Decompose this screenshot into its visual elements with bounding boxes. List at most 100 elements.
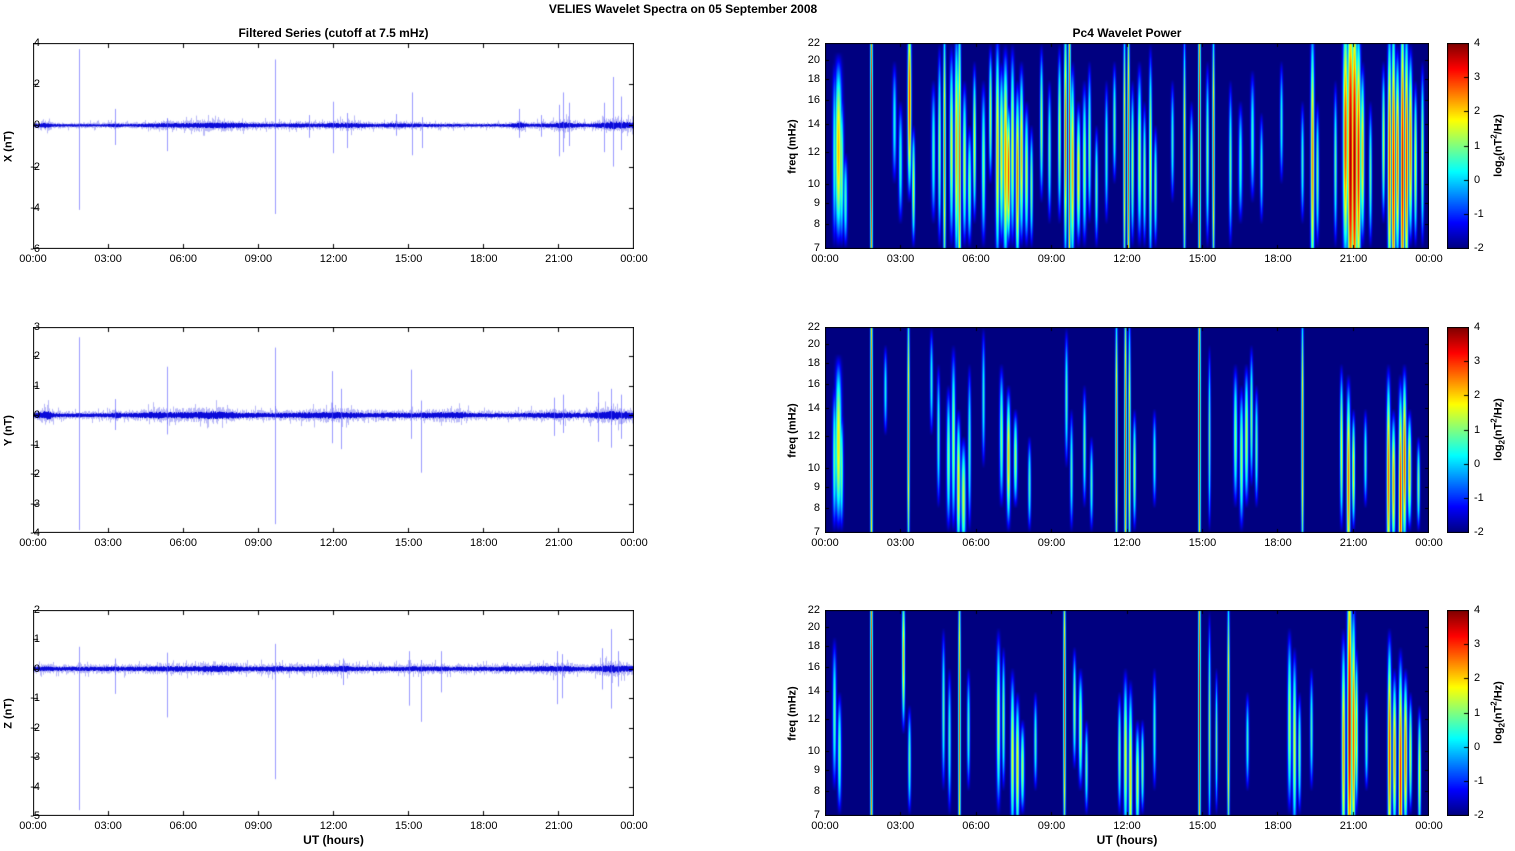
x-tick-label: 12:00 <box>1113 537 1141 549</box>
spectrogram-y-plot <box>825 327 1429 533</box>
x-tick-label: 00:00 <box>1415 820 1443 832</box>
freq-tick-label: 16 <box>807 378 820 390</box>
colorbar-tick-label: 3 <box>1474 355 1481 368</box>
colorbar-label-1: log2(nT2/Hz) <box>1489 114 1507 177</box>
colorbar-tick-label: 0 <box>1474 457 1481 470</box>
colorbar-tick-label: 2 <box>1474 105 1481 118</box>
freq-tick-label: 9 <box>813 481 820 493</box>
x-tick-label: 03:00 <box>94 253 122 265</box>
x-tick-label: 12:00 <box>319 537 348 549</box>
colorbar-tick-label: -1 <box>1474 774 1484 787</box>
freq-tick-label: 16 <box>807 661 820 673</box>
freq-tick-label: 7 <box>813 242 820 254</box>
x-tick-label: 21:00 <box>545 820 573 832</box>
x-tick-label: 18:00 <box>469 253 498 265</box>
colorbar-label-3: log2(nT2/Hz) <box>1489 681 1507 744</box>
x-tick-label: 12:00 <box>319 820 348 832</box>
x-tick-label: 03:00 <box>886 820 915 832</box>
freq-tick-label: 22 <box>807 321 820 333</box>
colorbar-tick-label: 0 <box>1474 740 1481 753</box>
x-tick-label: 12:00 <box>1113 820 1141 832</box>
y-tick-label: -4 <box>30 780 40 793</box>
colorbar-tick-label: 2 <box>1474 672 1481 685</box>
x-tick-label: 09:00 <box>244 253 273 265</box>
x-tick-label: 00:00 <box>620 820 648 832</box>
ylabel-x-nt: X (nT) <box>2 130 15 163</box>
y-tick-label: -5 <box>30 810 40 822</box>
colorbar-tick-label: 1 <box>1474 706 1481 719</box>
x-tick-label: 03:00 <box>886 537 915 549</box>
x-tick-label: 18:00 <box>469 820 498 832</box>
colorbar-tick-label: -2 <box>1474 526 1484 538</box>
freq-tick-label: 20 <box>807 621 820 634</box>
freq-tick-label: 14 <box>807 401 820 414</box>
colorbar-tick-label: -1 <box>1474 207 1484 220</box>
colorbar-tick-label: -2 <box>1474 242 1484 254</box>
x-tick-label: 21:00 <box>1339 253 1368 265</box>
y-tick-label: 0 <box>33 409 40 422</box>
y-tick-label: -3 <box>30 497 40 510</box>
y-tick-label: -6 <box>30 243 40 255</box>
y-tick-label: 4 <box>33 37 40 49</box>
freq-tick-label: 9 <box>813 197 820 209</box>
y-tick-label: 0 <box>33 119 40 132</box>
x-tick-label: 00:00 <box>811 537 839 549</box>
colorbar-x <box>1447 43 1469 249</box>
freq-tick-label: 22 <box>807 604 820 616</box>
freq-tick-label: 7 <box>813 526 820 538</box>
colorbar-tick-label: 3 <box>1474 71 1481 84</box>
x-tick-label: 21:00 <box>1339 820 1368 832</box>
x-tick-label: 00:00 <box>1415 253 1443 265</box>
freq-tick-label: 12 <box>807 712 820 725</box>
x-tick-label: 00:00 <box>811 820 839 832</box>
x-tick-label: 12:00 <box>319 253 348 265</box>
x-tick-label: 18:00 <box>1264 537 1292 549</box>
y-tick-label: -3 <box>30 751 40 764</box>
x-tick-label: 15:00 <box>1188 820 1217 832</box>
y-tick-label: -2 <box>30 160 40 173</box>
x-tick-label: 03:00 <box>94 537 122 549</box>
x-tick-label: 15:00 <box>1188 537 1217 549</box>
freq-tick-label: 18 <box>807 72 820 85</box>
xlabel-right: UT (hours) <box>1096 833 1158 847</box>
x-tick-label: 18:00 <box>469 537 498 549</box>
freq-tick-label: 8 <box>813 785 820 798</box>
x-tick-label: 09:00 <box>1037 537 1066 549</box>
x-tick-label: 21:00 <box>545 537 573 549</box>
y-tick-label: -2 <box>30 468 40 481</box>
x-tick-label: 00:00 <box>19 820 47 832</box>
freq-tick-label: 12 <box>807 429 820 442</box>
colorbar-tick-label: 4 <box>1474 321 1481 333</box>
y-tick-label: 3 <box>33 321 40 333</box>
x-tick-label: 03:00 <box>94 820 122 832</box>
y-tick-label: -2 <box>30 721 40 734</box>
xlabel-left: UT (hours) <box>303 833 364 847</box>
colorbar-z <box>1447 610 1469 816</box>
x-tick-label: 21:00 <box>545 253 573 265</box>
x-tick-label: 15:00 <box>394 537 423 549</box>
x-tick-label: 06:00 <box>169 537 198 549</box>
y-tick-label: -4 <box>30 201 40 214</box>
spectrogram-x-plot <box>825 43 1429 249</box>
x-tick-label: 00:00 <box>19 253 47 265</box>
x-tick-label: 09:00 <box>1037 253 1066 265</box>
freq-tick-label: 20 <box>807 338 820 351</box>
x-tick-label: 15:00 <box>394 253 423 265</box>
colorbar-tick-label: 0 <box>1474 173 1481 186</box>
x-tick-label: 06:00 <box>169 253 198 265</box>
y-tick-label: -1 <box>30 438 40 451</box>
colorbar-tick-label: 4 <box>1474 604 1481 616</box>
colorbar-tick-label: 3 <box>1474 638 1481 651</box>
x-tick-label: 15:00 <box>394 820 423 832</box>
x-tick-label: 18:00 <box>1264 820 1292 832</box>
x-tick-label: 00:00 <box>620 537 648 549</box>
y-tick-label: 2 <box>33 78 40 91</box>
x-tick-label: 09:00 <box>1037 820 1066 832</box>
freq-tick-label: 20 <box>807 54 820 67</box>
freq-tick-label: 10 <box>807 178 820 191</box>
x-tick-label: 00:00 <box>620 253 648 265</box>
right-column-title: Pc4 Wavelet Power <box>1072 26 1182 40</box>
colorbar-tick-label: 2 <box>1474 389 1481 402</box>
freq-tick-label: 10 <box>807 462 820 475</box>
